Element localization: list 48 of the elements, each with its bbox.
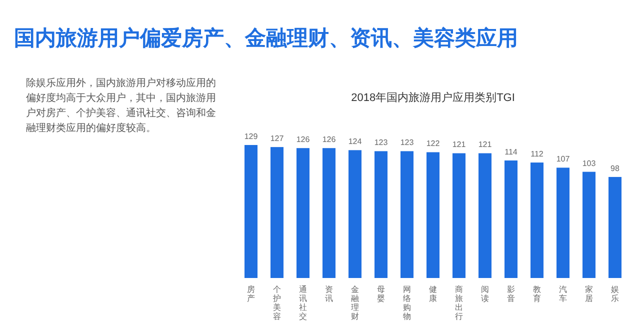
x-tick-label: 房产 <box>247 285 255 303</box>
data-label: 126 <box>296 135 310 144</box>
chart-subtitle: 2018年国内旅游用户应用类别TGI <box>351 91 515 104</box>
data-label: 98 <box>610 164 620 173</box>
data-label: 127 <box>270 134 284 144</box>
bar <box>478 153 492 278</box>
bar <box>296 148 310 278</box>
x-tick-label: 家居 <box>585 285 593 303</box>
bar <box>270 147 284 278</box>
bar <box>556 168 570 278</box>
x-tick-label: 汽车 <box>559 285 567 303</box>
bar <box>348 150 362 278</box>
bar <box>608 176 622 278</box>
x-tick-label: 资讯 <box>325 285 333 303</box>
data-label: 123 <box>374 138 388 148</box>
x-tick-label: 通讯社交 <box>299 285 307 321</box>
x-tick-label: 影音 <box>507 285 515 303</box>
bar <box>582 172 596 278</box>
text: 除娱乐应用外，国内旅游用户对移动应用的偏好度均高于大众用户，其中，国内旅游用户对房产、个护美容、通讯社交、咨询和金融理财类应用的偏好度较高。 <box>26 76 217 136</box>
data-label: 121 <box>452 140 466 150</box>
data-label: 122 <box>426 139 440 148</box>
data-label: 103 <box>582 158 596 168</box>
x-tick-label: 健康 <box>429 285 437 303</box>
x-tick-label: 母婴 <box>377 285 385 303</box>
x-tick-label: 网络购物 <box>403 285 411 321</box>
bar <box>400 151 414 278</box>
bar <box>426 152 440 278</box>
bar <box>374 151 388 278</box>
x-tick-label: 阅读 <box>481 285 489 303</box>
x-tick-label: 个护美容 <box>272 285 281 321</box>
data-label: 114 <box>504 147 518 156</box>
data-label: 121 <box>478 140 492 150</box>
data-label: 107 <box>556 154 570 164</box>
x-tick-label: 金融理财 <box>351 285 359 321</box>
x-tick-label: 教育 <box>533 285 541 303</box>
data-label: 123 <box>400 138 414 148</box>
data-label: 124 <box>348 137 362 146</box>
x-tick-label: 商旅出行 <box>455 285 463 321</box>
x-tick-label: 娱乐 <box>611 285 619 303</box>
chart-title: 国内旅游用户偏爱房产、金融理财、资讯、美容类应用 <box>14 26 518 50</box>
bar <box>322 148 336 278</box>
data-label: 112 <box>530 150 544 159</box>
data-label: 126 <box>322 135 336 144</box>
bar <box>452 153 466 278</box>
bar <box>244 145 258 278</box>
bar <box>530 162 544 278</box>
data-label: 129 <box>244 132 258 141</box>
bar <box>504 160 518 278</box>
